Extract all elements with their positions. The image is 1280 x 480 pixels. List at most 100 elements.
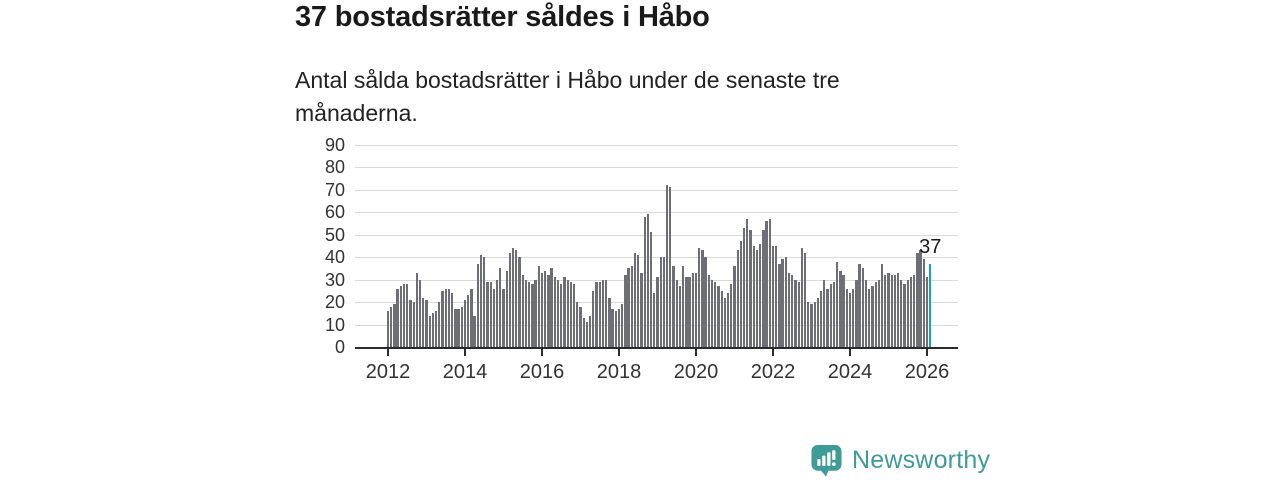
bar <box>682 266 685 347</box>
y-axis-label-0: 0 <box>334 337 345 357</box>
bar <box>771 245 775 347</box>
bar <box>630 266 633 347</box>
bar <box>669 187 672 347</box>
bar <box>502 288 505 347</box>
bar <box>723 297 727 347</box>
bar <box>566 279 569 347</box>
bar <box>707 275 710 347</box>
bar <box>791 275 794 347</box>
bar <box>710 279 714 347</box>
gridline-80 <box>355 167 958 168</box>
x-axis-tick-2014 <box>464 349 466 356</box>
bar <box>880 263 884 347</box>
bar <box>499 268 502 347</box>
bar <box>531 284 534 347</box>
x-axis-tick-2018 <box>618 349 620 356</box>
y-axis-label-90: 90 <box>324 134 345 155</box>
bar <box>768 218 771 347</box>
bar <box>560 284 563 347</box>
gridline-70 <box>355 189 958 191</box>
bar <box>884 275 887 347</box>
x-axis-label-2016: 2016 <box>519 361 565 383</box>
bar <box>627 268 630 347</box>
bar <box>390 306 393 347</box>
bar <box>643 216 646 347</box>
bar <box>807 302 810 347</box>
bar <box>759 243 762 347</box>
bar <box>576 302 579 347</box>
bar <box>511 248 515 347</box>
bar <box>717 286 720 347</box>
bar <box>714 281 717 347</box>
bar <box>698 248 701 347</box>
bar <box>803 252 807 347</box>
bar <box>688 277 691 347</box>
gridline-60 <box>355 212 958 213</box>
bar <box>409 299 412 347</box>
bar <box>412 302 415 347</box>
x-axis-label-2020: 2020 <box>673 361 719 383</box>
gridline-40 <box>355 257 958 258</box>
bar <box>521 275 524 347</box>
bar <box>701 250 704 347</box>
bar <box>916 252 919 347</box>
bar <box>868 288 871 347</box>
bar <box>665 185 669 347</box>
bar <box>447 288 451 347</box>
bar <box>572 284 576 347</box>
bar <box>662 257 666 347</box>
bar <box>752 245 755 347</box>
bar <box>422 297 425 347</box>
bar <box>386 311 390 347</box>
bar <box>624 275 627 347</box>
bar <box>653 293 656 347</box>
bar <box>742 227 746 347</box>
x-axis-label-2014: 2014 <box>442 361 488 383</box>
bar <box>617 308 621 347</box>
bar <box>451 293 454 347</box>
bar <box>832 281 836 347</box>
bar <box>515 250 518 347</box>
bar <box>479 254 483 347</box>
brand-footer: Newsworthy <box>810 444 990 477</box>
bar <box>592 290 595 347</box>
bar <box>415 272 419 347</box>
bar <box>704 257 707 347</box>
y-axis-label-80: 80 <box>324 157 345 177</box>
bar <box>608 297 611 347</box>
bar <box>425 299 428 347</box>
bar <box>903 284 906 347</box>
bar <box>794 279 797 347</box>
bar <box>836 261 839 347</box>
y-axis-label-20: 20 <box>324 292 345 312</box>
bar <box>406 284 409 347</box>
bar <box>534 279 537 347</box>
bar <box>508 252 512 347</box>
bar <box>877 279 881 347</box>
bar <box>640 272 643 347</box>
x-axis-tick-2016 <box>541 349 543 356</box>
bar <box>848 293 852 347</box>
bar <box>852 288 855 347</box>
bar <box>476 263 479 347</box>
y-axis-label-40: 40 <box>324 247 345 267</box>
x-axis-label-2022: 2022 <box>750 361 796 383</box>
bar <box>749 230 752 347</box>
bar <box>913 275 916 347</box>
bar <box>637 254 640 347</box>
bar <box>550 268 553 347</box>
bar <box>489 281 492 347</box>
y-axis-label-70: 70 <box>324 179 345 200</box>
bar <box>842 275 845 347</box>
x-axis-tick-2024 <box>849 349 851 356</box>
bar <box>797 281 800 347</box>
bar <box>874 281 877 347</box>
bar <box>460 306 463 347</box>
bar <box>762 230 765 347</box>
bar <box>528 281 531 347</box>
bar <box>595 281 598 347</box>
x-axis-tick-2020 <box>695 349 697 356</box>
bar <box>810 304 813 347</box>
bar <box>553 277 556 347</box>
